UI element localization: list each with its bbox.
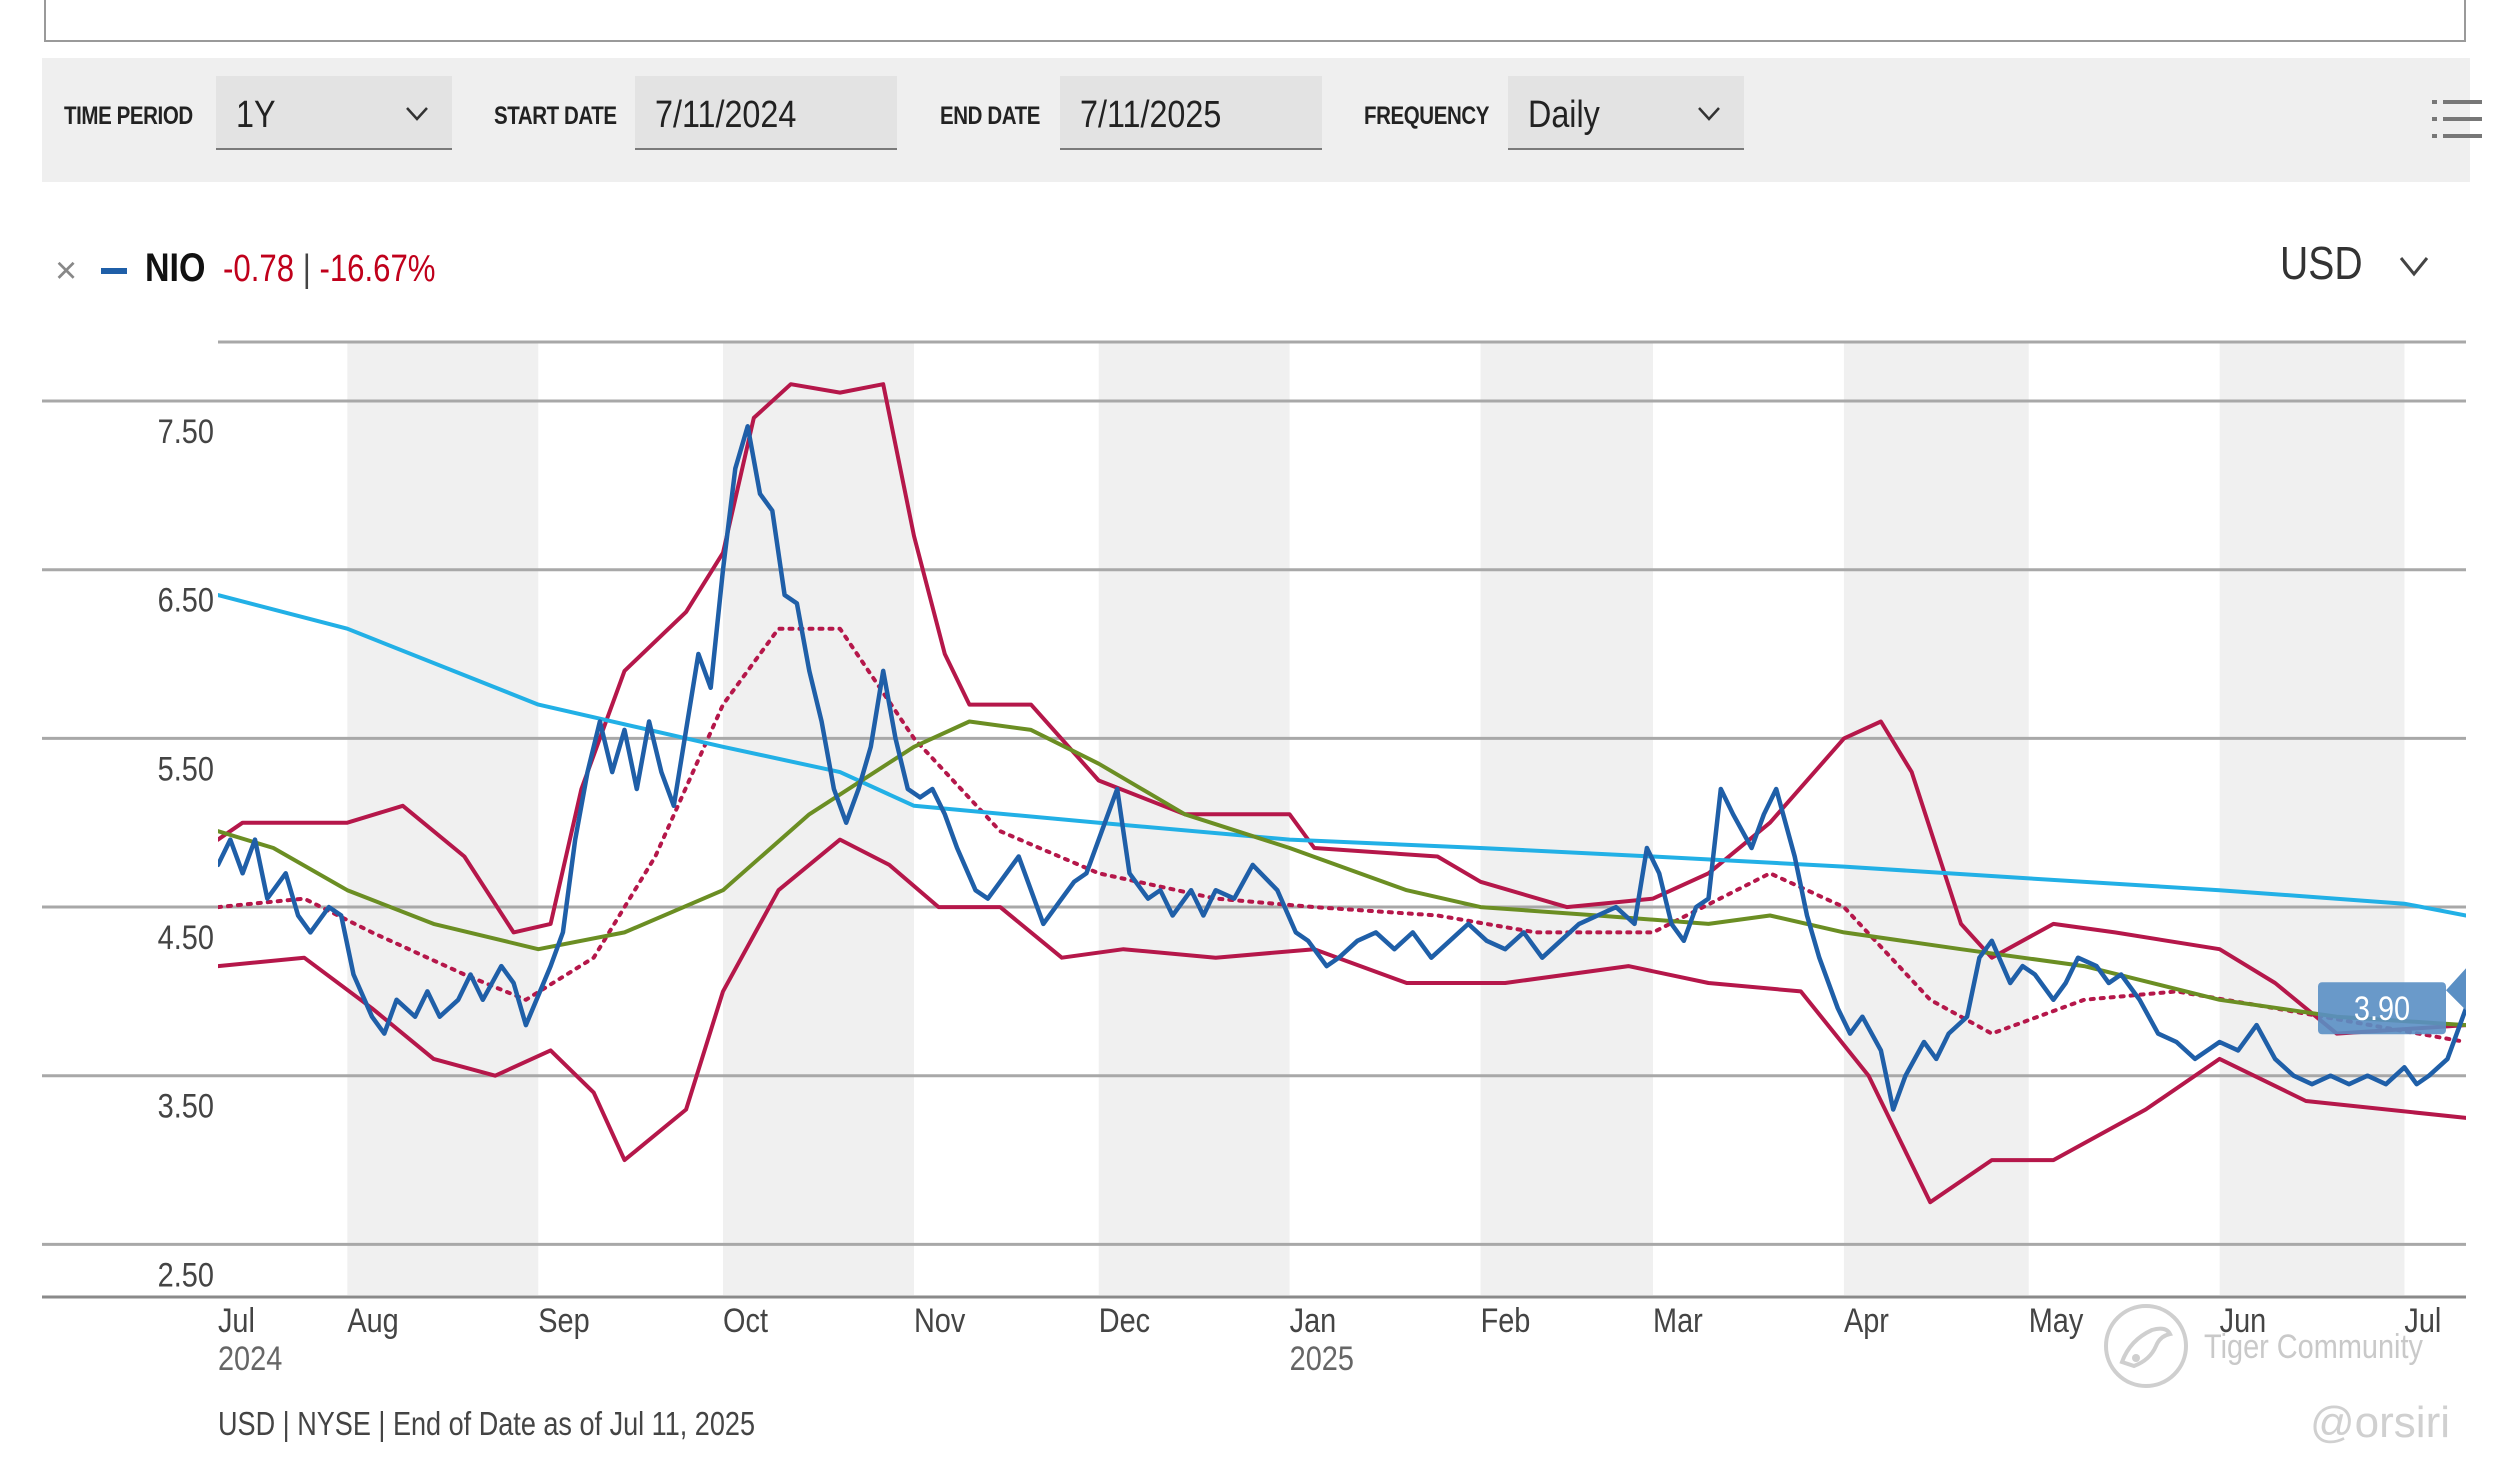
chevron-down-icon[interactable] (2396, 248, 2432, 284)
x-tick-label: Jan (1290, 1301, 1337, 1340)
series-ticker: NIO (145, 246, 206, 290)
last-value-label: 3.90 (2354, 989, 2410, 1028)
x-tick-year-label: 2025 (1290, 1339, 1354, 1378)
chart-frame-top (44, 0, 2466, 42)
x-tick-label: Jul (2404, 1301, 2441, 1340)
last-value-badge (2318, 982, 2446, 1035)
series-change: -0.78 | -16.67% (223, 248, 436, 291)
remove-series-close-icon[interactable]: × (55, 250, 78, 292)
chevron-down-icon (1698, 107, 1720, 121)
end-date-label: END DATE (940, 102, 1040, 130)
series-change-value: -0.78 (223, 248, 295, 290)
start-date-value: 7/11/2024 (655, 94, 797, 136)
start-date-label: START DATE (494, 102, 617, 130)
frequency-label: FREQUENCY (1364, 102, 1490, 130)
watermark-handle: @orsiri (2310, 1398, 2450, 1447)
x-tick-label: Nov (914, 1301, 966, 1340)
x-tick-label: Jul (218, 1301, 255, 1340)
x-tick-label: Feb (1481, 1301, 1531, 1340)
chevron-down-icon (406, 107, 428, 121)
y-tick-label: 6.50 (158, 580, 214, 619)
end-date-input[interactable]: 7/11/2025 (1060, 76, 1322, 150)
y-tick-label: 5.50 (158, 749, 214, 788)
price-series-line (218, 424, 2466, 1112)
month-shade-band (1843, 342, 2029, 1295)
band-upper-series-line (218, 382, 2466, 1036)
x-tick-label: Jun (2220, 1301, 2267, 1340)
frequency-value: Daily (1528, 94, 1600, 136)
list-menu-icon[interactable] (2432, 96, 2482, 142)
x-tick-label: Sep (538, 1301, 589, 1340)
frequency-select[interactable]: Daily (1508, 76, 1744, 150)
month-shade-band (2219, 342, 2405, 1295)
y-tick-label: 7.50 (158, 412, 214, 451)
currency-select[interactable]: USD (2280, 237, 2363, 289)
month-shade-band (347, 342, 539, 1295)
band-lower-series-line (218, 837, 2466, 1205)
long-moving-average-series-line (218, 593, 2466, 918)
watermark-brand: Tiger Community (2204, 1328, 2423, 1366)
time-period-label: TIME PERIOD (64, 102, 193, 130)
band-middle-series-line (218, 626, 2466, 1044)
last-value-badge-pointer (2446, 968, 2466, 1011)
x-tick-label: May (2029, 1301, 2084, 1340)
time-period-select[interactable]: 1Y (216, 76, 452, 150)
y-tick-label: 2.50 (158, 1255, 214, 1294)
x-tick-label: Dec (1099, 1301, 1150, 1340)
month-shade-band (1480, 342, 1654, 1295)
short-moving-average-series-line (218, 719, 2466, 1028)
time-period-value: 1Y (236, 94, 276, 136)
y-tick-label: 3.50 (158, 1086, 214, 1125)
y-tick-label: 4.50 (158, 918, 214, 957)
series-change-percent: -16.67% (319, 248, 436, 290)
start-date-input[interactable]: 7/11/2024 (635, 76, 897, 150)
x-tick-label: Mar (1653, 1301, 1703, 1340)
x-tick-year-label: 2024 (218, 1339, 282, 1378)
x-tick-label: Aug (347, 1301, 398, 1340)
chart-footer-note: USD | NYSE | End of Date as of Jul 11, 2… (218, 1405, 756, 1442)
series-color-swatch (101, 268, 127, 274)
x-tick-label: Oct (723, 1301, 768, 1340)
x-tick-label: Apr (1844, 1301, 1889, 1340)
end-date-value: 7/11/2025 (1080, 94, 1222, 136)
tiger-community-logo-icon (2104, 1304, 2188, 1388)
chart-controls-bar: TIME PERIOD 1Y START DATE 7/11/2024 END … (42, 58, 2482, 182)
month-shade-band (723, 342, 914, 1295)
series-change-separator: | (302, 248, 311, 290)
